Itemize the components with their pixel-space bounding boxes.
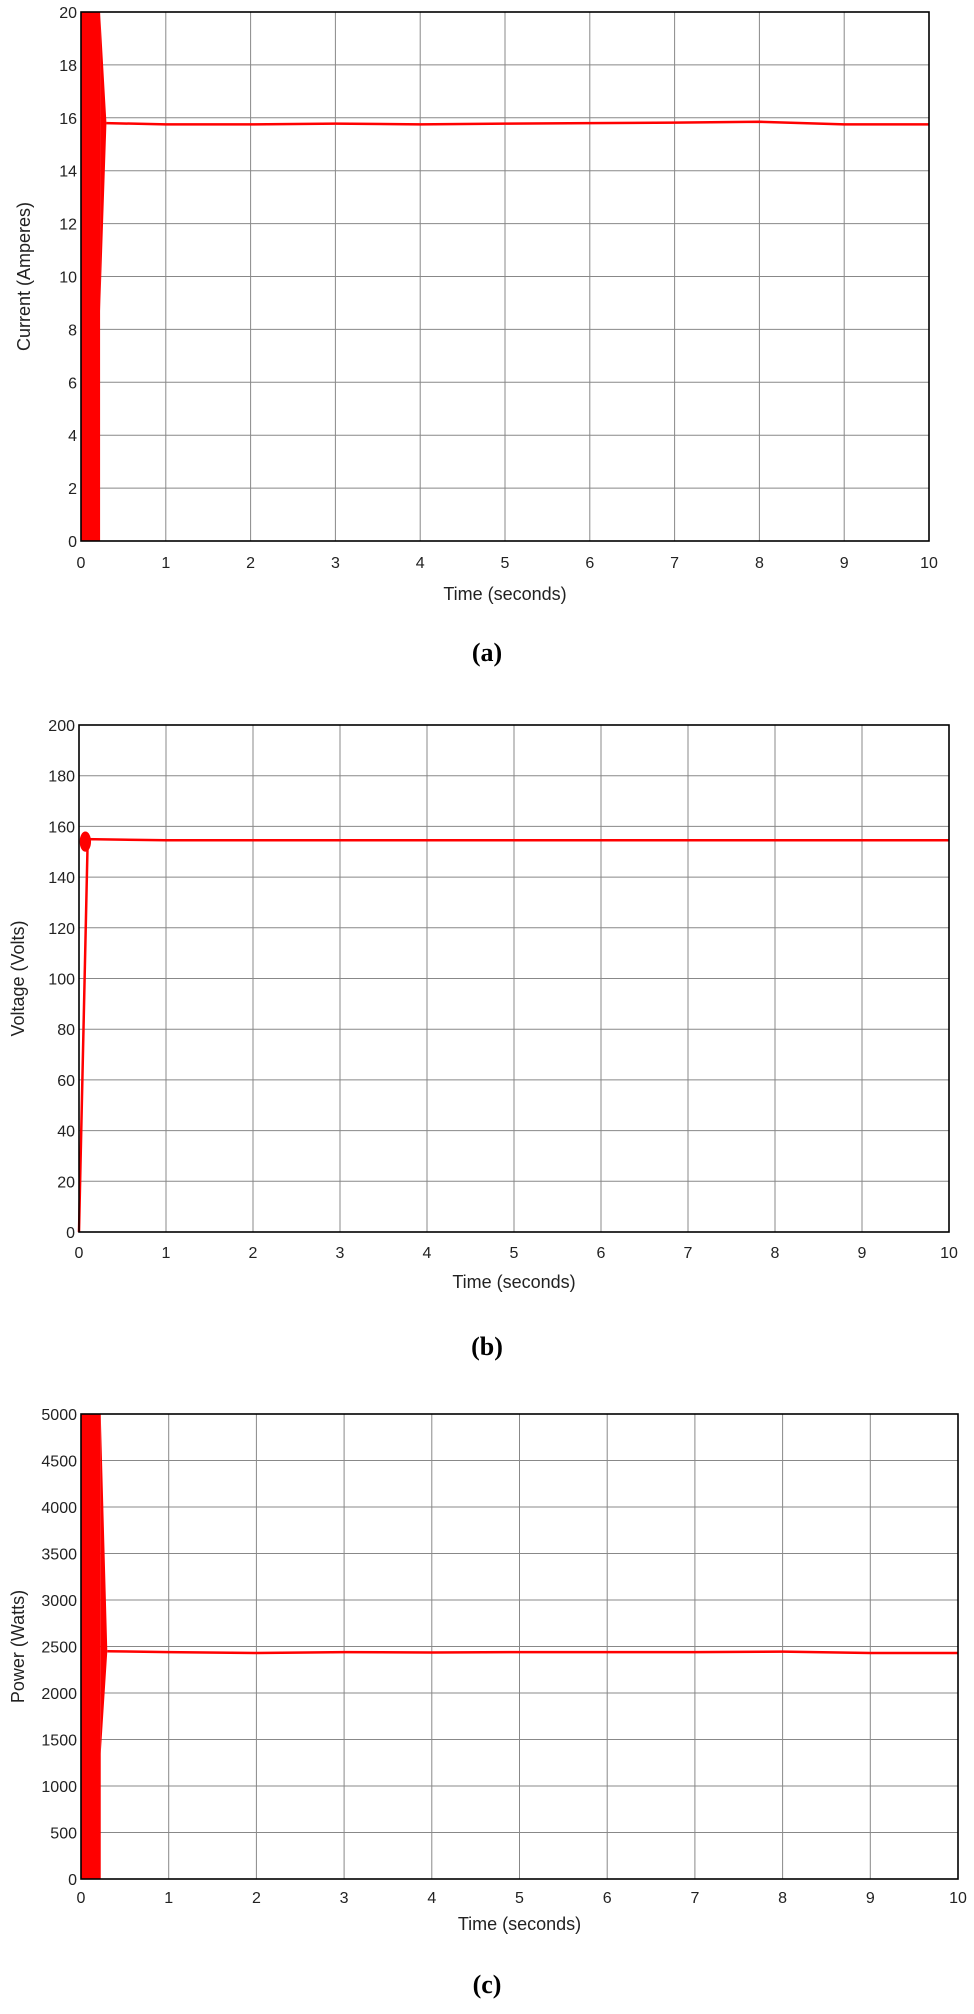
- x-tick-label: 4: [427, 1890, 436, 1907]
- x-axis-label: Time (seconds): [452, 1272, 575, 1292]
- y-tick-label: 500: [50, 1826, 77, 1843]
- y-tick-label: 4: [68, 428, 77, 445]
- y-tick-label: 14: [59, 164, 77, 181]
- y-tick-label: 0: [68, 1872, 77, 1889]
- x-tick-label: 10: [940, 1245, 958, 1262]
- y-tick-label: 80: [57, 1022, 75, 1039]
- x-tick-label: 5: [515, 1890, 524, 1907]
- transient-band: [81, 1414, 101, 1879]
- x-tick-label: 3: [336, 1245, 345, 1262]
- power-chart: 0 1 2 3 4 5 6 7 8 9 10 0 500 1000 1500 2000 2500 3000 3500…: [8, 1407, 967, 1934]
- y-tick-label: 2: [68, 481, 77, 498]
- y-tick-label: 3500: [41, 1547, 77, 1564]
- x-tick-label: 5: [501, 555, 510, 572]
- y-tick-label: 16: [59, 111, 77, 128]
- y-tick-label: 2500: [41, 1640, 77, 1657]
- x-tick-label: 3: [340, 1890, 349, 1907]
- x-tick-label: 1: [161, 555, 170, 572]
- x-tick-label: 10: [949, 1890, 967, 1907]
- x-tick-label: 6: [603, 1890, 612, 1907]
- x-tick-label: 7: [684, 1245, 693, 1262]
- x-tick-label: 9: [866, 1890, 875, 1907]
- y-tick-label: 2000: [41, 1686, 77, 1703]
- x-tick-label: 6: [597, 1245, 606, 1262]
- caption-b: (b): [471, 1332, 503, 1361]
- y-tick-label: 60: [57, 1073, 75, 1090]
- x-tick-label: 1: [162, 1245, 171, 1262]
- x-tick-label: 10: [920, 555, 938, 572]
- y-tick-label: 0: [68, 534, 77, 551]
- y-tick-label: 100: [48, 972, 75, 989]
- x-axis-label: Time (seconds): [458, 1914, 581, 1934]
- x-tick-label: 9: [840, 555, 849, 572]
- axes-frame: [78, 724, 950, 1233]
- series-line: [77, 837, 949, 1233]
- y-tick-label: 1500: [41, 1733, 77, 1750]
- transient-band: [81, 12, 101, 541]
- x-tick-label: 0: [75, 1245, 84, 1262]
- x-axis-label: Time (seconds): [443, 584, 566, 604]
- x-tick-label: 2: [246, 555, 255, 572]
- x-tick-label: 0: [77, 555, 86, 572]
- y-tick-label: 140: [48, 870, 75, 887]
- voltage-chart: 0 1 2 3 4 5 6 7 8 9 10020406080100120140160180200T…: [8, 718, 958, 1292]
- y-axis-label: Power (Watts): [8, 1590, 28, 1703]
- x-tick-label: 8: [755, 555, 764, 572]
- y-tick-label: 200: [48, 718, 75, 735]
- y-tick-label: 18: [59, 58, 77, 75]
- y-tick-label: 40: [57, 1124, 75, 1141]
- series-line: [107, 1649, 958, 1655]
- x-tick-label: 1: [164, 1890, 173, 1907]
- y-tick-label: 4000: [41, 1500, 77, 1517]
- x-tick-label: 2: [252, 1890, 261, 1907]
- grid: [80, 1413, 959, 1880]
- y-tick-label: 8: [68, 322, 77, 339]
- y-tick-label: 6: [68, 375, 77, 392]
- x-tick-label: 4: [423, 1245, 432, 1262]
- y-tick-label: 12: [59, 217, 77, 234]
- x-tick-label: 8: [778, 1890, 787, 1907]
- y-tick-label: 20: [57, 1174, 75, 1191]
- axes-frame: [80, 1413, 959, 1880]
- caption-a: (a): [471, 638, 503, 667]
- y-tick-label: 160: [48, 819, 75, 836]
- x-tick-label: 7: [690, 1890, 699, 1907]
- y-tick-label: 1000: [41, 1779, 77, 1796]
- x-tick-label: 8: [771, 1245, 780, 1262]
- y-tick-label: 4500: [41, 1454, 77, 1471]
- y-tick-label: 180: [48, 769, 75, 786]
- x-tick-label: 3: [331, 555, 340, 572]
- y-axis-label: Voltage (Volts): [8, 920, 28, 1036]
- x-tick-label: 9: [858, 1245, 867, 1262]
- y-tick-label: 5000: [41, 1407, 77, 1424]
- x-tick-label: 2: [249, 1245, 258, 1262]
- y-axis-label: Current (Amperes): [14, 202, 34, 351]
- axes-frame: [80, 11, 930, 542]
- caption-c: (c): [472, 1970, 502, 1999]
- x-tick-label: 4: [416, 555, 425, 572]
- x-tick-label: 6: [585, 555, 594, 572]
- y-tick-label: 10: [59, 270, 77, 287]
- y-tick-label: 120: [48, 921, 75, 938]
- y-tick-label: 20: [59, 5, 77, 22]
- x-tick-label: 7: [670, 555, 679, 572]
- series-line: [106, 120, 929, 126]
- x-tick-label: 5: [510, 1245, 519, 1262]
- y-tick-label: 0: [66, 1225, 75, 1242]
- y-tick-label: 3000: [41, 1593, 77, 1610]
- x-tick-label: 0: [77, 1890, 86, 1907]
